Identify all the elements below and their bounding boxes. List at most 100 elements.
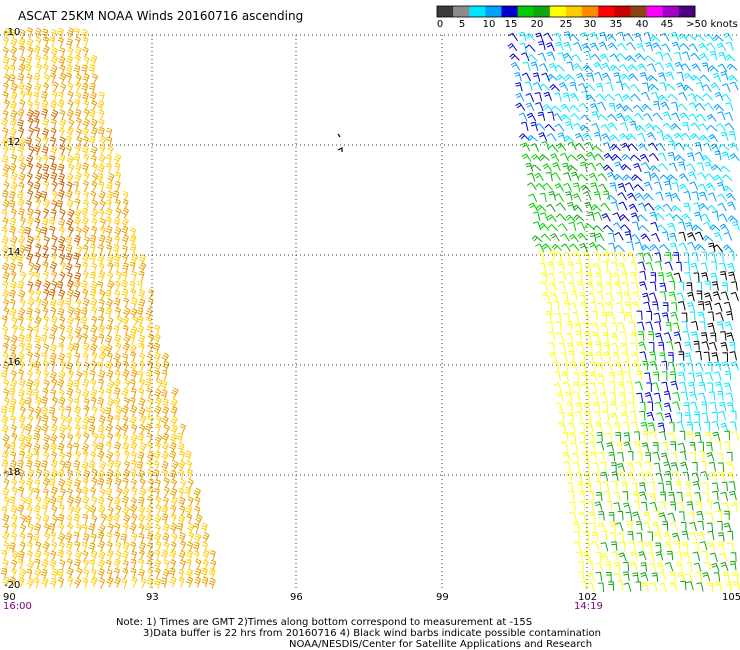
wind-barb [163, 559, 170, 571]
wind-barb [73, 252, 80, 264]
wind-barb [19, 298, 26, 310]
wind-barb [2, 342, 9, 354]
wind-barb [42, 477, 51, 489]
wind-barb [154, 396, 163, 408]
wind-barb [50, 486, 58, 498]
wind-barb [673, 132, 684, 141]
wind-barb [120, 533, 128, 544]
wind-barb [35, 243, 42, 255]
wind-barb [720, 342, 728, 352]
wind-barb [32, 379, 40, 390]
wind-barb [677, 442, 686, 453]
wind-barb [596, 441, 605, 451]
wind-barb [663, 52, 673, 62]
wind-barb [680, 63, 691, 72]
wind-barb [546, 302, 553, 312]
wind-barb [9, 343, 17, 355]
wind-barb [592, 331, 600, 342]
wind-barb [662, 111, 672, 121]
wind-barb [40, 460, 48, 471]
legend-label-25: 25 [559, 19, 573, 30]
wind-barb [90, 316, 98, 327]
wind-barb [591, 145, 603, 153]
wind-barb [634, 241, 644, 251]
wind-barb [129, 351, 137, 363]
wind-barb [153, 405, 162, 417]
wind-barb [630, 212, 640, 222]
wind-barb [32, 388, 40, 400]
wind-barb [114, 163, 121, 174]
wind-barb [152, 469, 160, 481]
wind-barb [610, 143, 621, 152]
wind-barb [636, 370, 642, 381]
wind-barb [97, 127, 105, 138]
wind-barb [599, 53, 610, 62]
wind-barb [26, 533, 33, 544]
wind-barb [59, 47, 66, 59]
wind-barb [50, 109, 59, 121]
wind-barb [652, 451, 661, 461]
wind-barb [113, 262, 120, 273]
legend-swatch [614, 6, 631, 17]
wind-barb [712, 211, 719, 221]
wind-barb [153, 333, 161, 345]
wind-barb [603, 342, 610, 352]
wind-barb [596, 362, 604, 372]
wind-barb [549, 250, 555, 261]
wind-barb [689, 311, 696, 321]
wind-barb [711, 420, 720, 431]
wind-barb [114, 171, 122, 183]
wind-barb [663, 461, 672, 471]
wind-barb [42, 514, 50, 526]
wind-barb [676, 562, 683, 572]
wind-barb [147, 487, 154, 499]
wind-barb [98, 351, 107, 363]
wind-barb [90, 190, 97, 202]
wind-barb [716, 510, 722, 521]
wind-barb [8, 542, 16, 553]
wind-barb [34, 523, 42, 535]
wind-barb [187, 496, 194, 508]
wind-barb [678, 173, 689, 182]
wind-barb [692, 224, 703, 232]
wind-barb [554, 312, 562, 322]
wind-barb [122, 442, 130, 453]
wind-barb [544, 124, 556, 132]
wind-barb [113, 253, 121, 265]
wind-barb [9, 576, 16, 588]
wind-barb [615, 522, 624, 532]
wind-barb [683, 261, 690, 272]
wind-barb [688, 102, 698, 112]
wind-barb [668, 140, 676, 151]
wind-barb [160, 577, 168, 589]
wind-barb [66, 272, 73, 283]
wind-barb [548, 62, 558, 72]
wind-barb [725, 392, 734, 402]
wind-barb [603, 152, 614, 161]
wind-barb [80, 316, 88, 328]
wind-barb [99, 488, 106, 499]
wind-barb [82, 559, 89, 571]
wind-barb [626, 133, 637, 141]
wind-barb [537, 52, 547, 62]
wind-barb [113, 153, 122, 165]
wind-barb [606, 442, 615, 452]
wind-barb [639, 281, 648, 291]
wind-barb [161, 432, 170, 444]
wind-barb [660, 32, 670, 42]
wind-barb [627, 531, 634, 541]
wind-barb [710, 261, 718, 271]
wind-barb [703, 351, 710, 362]
wind-barb [609, 392, 617, 402]
wind-barb [90, 99, 98, 111]
wind-barb [1, 244, 10, 256]
wind-barb [194, 533, 202, 545]
wind-barb [154, 496, 162, 508]
wind-barb [33, 117, 40, 129]
wind-barb [114, 477, 122, 489]
wind-barb [42, 442, 50, 454]
wind-barb [700, 262, 709, 272]
wind-barb [20, 271, 27, 283]
wind-barb [138, 541, 146, 553]
wind-barb [627, 451, 634, 461]
